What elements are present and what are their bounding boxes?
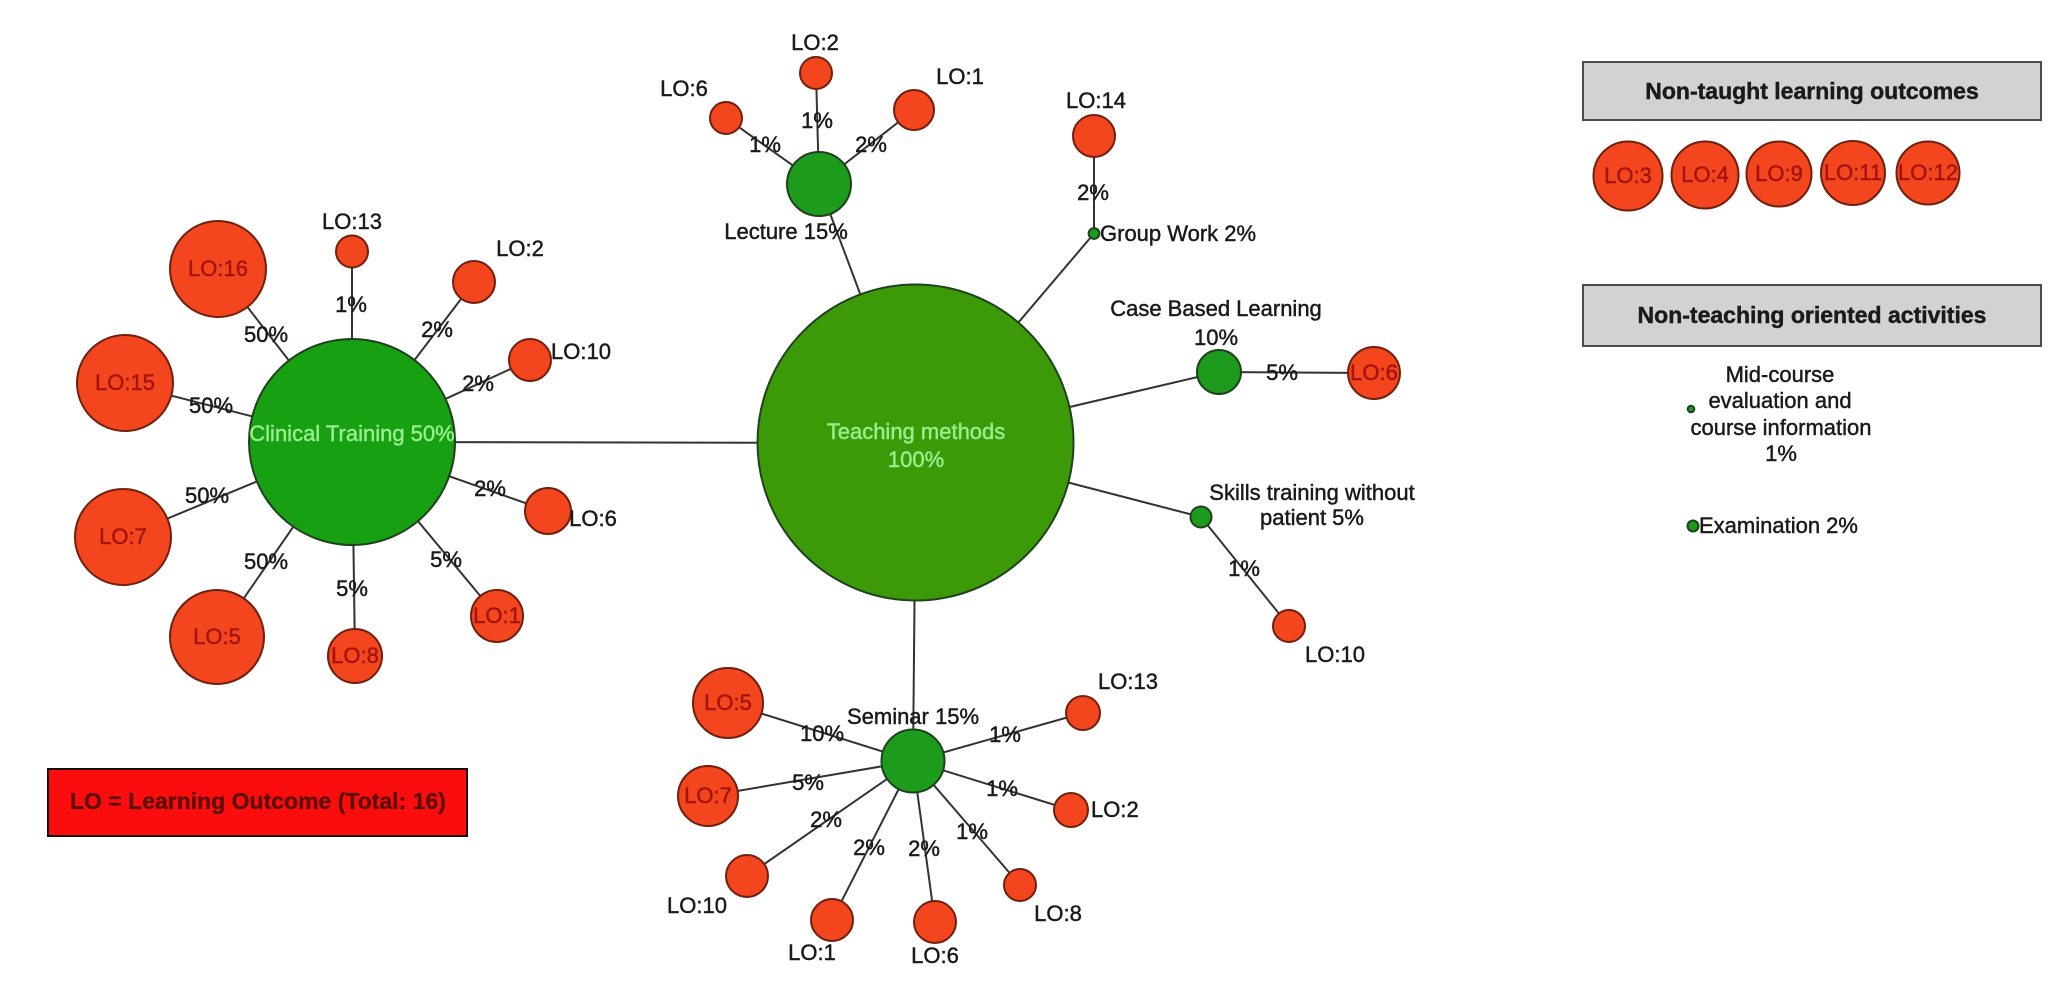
- svg-text:1%: 1%: [1765, 441, 1797, 466]
- svg-text:1%: 1%: [749, 132, 781, 157]
- svg-text:LO:10: LO:10: [667, 893, 727, 918]
- svg-text:LO:1: LO:1: [936, 64, 984, 89]
- svg-text:Clinical Training 50%: Clinical Training 50%: [249, 421, 454, 446]
- svg-text:LO:16: LO:16: [188, 256, 248, 281]
- svg-text:Lecture 15%: Lecture 15%: [724, 219, 848, 244]
- svg-text:1%: 1%: [1228, 556, 1260, 581]
- svg-text:LO:7: LO:7: [99, 524, 147, 549]
- svg-text:LO:1: LO:1: [473, 603, 521, 628]
- svg-text:Mid-course: Mid-course: [1726, 362, 1835, 387]
- svg-text:2%: 2%: [853, 835, 885, 860]
- svg-text:course information: course information: [1691, 415, 1872, 440]
- svg-text:10%: 10%: [800, 721, 844, 746]
- svg-text:LO:14: LO:14: [1066, 88, 1126, 113]
- svg-text:LO:2: LO:2: [1091, 797, 1139, 822]
- svg-text:LO:10: LO:10: [551, 339, 611, 364]
- svg-text:LO:13: LO:13: [1098, 669, 1158, 694]
- svg-text:1%: 1%: [986, 776, 1018, 801]
- svg-text:LO:5: LO:5: [193, 624, 241, 649]
- svg-text:LO:12: LO:12: [1898, 160, 1958, 185]
- svg-text:LO:10: LO:10: [1305, 642, 1365, 667]
- svg-text:Case Based Learning: Case Based Learning: [1110, 296, 1322, 321]
- svg-text:LO:15: LO:15: [95, 370, 155, 395]
- svg-text:50%: 50%: [244, 322, 288, 347]
- svg-text:1%: 1%: [801, 108, 833, 133]
- svg-text:LO:4: LO:4: [1681, 162, 1729, 187]
- svg-text:2%: 2%: [421, 317, 453, 342]
- svg-text:1%: 1%: [989, 722, 1021, 747]
- svg-text:100%: 100%: [888, 447, 944, 472]
- svg-text:1%: 1%: [335, 292, 367, 317]
- svg-text:LO:6: LO:6: [1350, 360, 1398, 385]
- svg-text:LO:3: LO:3: [1604, 163, 1652, 188]
- svg-text:2%: 2%: [810, 807, 842, 832]
- svg-text:2%: 2%: [855, 132, 887, 157]
- svg-text:LO:5: LO:5: [704, 690, 752, 715]
- svg-text:50%: 50%: [185, 483, 229, 508]
- svg-text:2%: 2%: [474, 476, 506, 501]
- svg-text:LO = Learning Outcome (Total:: LO = Learning Outcome (Total: 16): [70, 788, 446, 814]
- svg-text:evaluation and: evaluation and: [1708, 388, 1851, 413]
- svg-text:LO:2: LO:2: [791, 30, 839, 55]
- svg-text:Seminar 15%: Seminar 15%: [847, 704, 979, 729]
- svg-text:10%: 10%: [1194, 325, 1238, 350]
- svg-text:Examination 2%: Examination 2%: [1699, 513, 1858, 538]
- svg-text:LO:2: LO:2: [496, 236, 544, 261]
- svg-text:5%: 5%: [336, 576, 368, 601]
- svg-text:Skills training without: Skills training without: [1209, 480, 1414, 505]
- svg-text:LO:6: LO:6: [660, 76, 708, 101]
- svg-text:patient 5%: patient 5%: [1260, 505, 1364, 530]
- svg-text:LO:11: LO:11: [1824, 160, 1882, 185]
- svg-text:2%: 2%: [908, 836, 940, 861]
- svg-text:LO:8: LO:8: [331, 643, 379, 668]
- svg-text:LO:6: LO:6: [911, 943, 959, 968]
- svg-text:50%: 50%: [244, 549, 288, 574]
- svg-text:50%: 50%: [189, 393, 233, 418]
- svg-text:Group Work 2%: Group Work 2%: [1100, 221, 1256, 246]
- svg-text:5%: 5%: [792, 770, 824, 795]
- svg-text:Teaching methods: Teaching methods: [827, 419, 1006, 444]
- svg-text:LO:13: LO:13: [322, 209, 382, 234]
- svg-text:1%: 1%: [956, 819, 988, 844]
- svg-text:LO:8: LO:8: [1034, 901, 1082, 926]
- svg-text:LO:9: LO:9: [1755, 161, 1803, 186]
- svg-text:LO:1: LO:1: [788, 940, 836, 965]
- svg-text:Non-teaching oriented activiti: Non-teaching oriented activities: [1638, 302, 1987, 328]
- svg-text:LO:7: LO:7: [684, 783, 732, 808]
- svg-text:2%: 2%: [462, 371, 494, 396]
- svg-text:2%: 2%: [1077, 180, 1109, 205]
- svg-text:5%: 5%: [430, 547, 462, 572]
- svg-text:5%: 5%: [1266, 360, 1298, 385]
- svg-text:Non-taught learning outcomes: Non-taught learning outcomes: [1645, 78, 1979, 104]
- svg-text:LO:6: LO:6: [569, 506, 617, 531]
